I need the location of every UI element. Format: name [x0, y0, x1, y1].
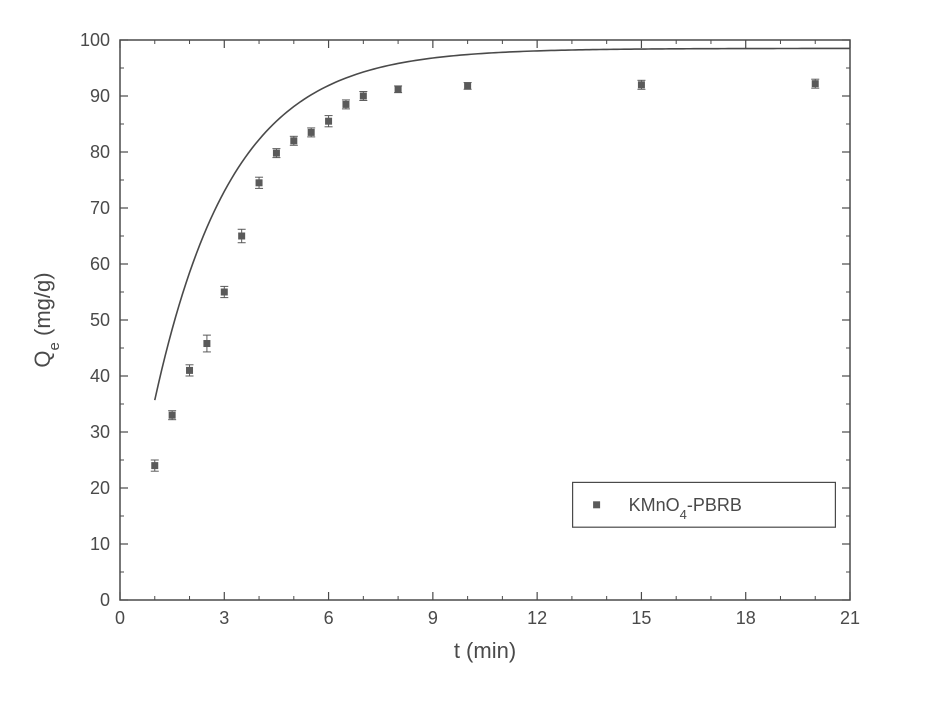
data-point — [325, 118, 332, 125]
data-point — [273, 150, 280, 157]
x-axis-label: t (min) — [454, 638, 516, 663]
svg-text:0: 0 — [115, 608, 125, 628]
chart-container: 0 3 6 9 12 15 18 21 0 10 20 30 40 50 60 70 80 90 100 t (min… — [0, 0, 926, 720]
svg-text:40: 40 — [90, 366, 110, 386]
data-point — [256, 179, 263, 186]
data-point — [360, 93, 367, 100]
svg-text:80: 80 — [90, 142, 110, 162]
data-point — [221, 289, 228, 296]
svg-text:21: 21 — [840, 608, 860, 628]
scatter-chart: 0 3 6 9 12 15 18 21 0 10 20 30 40 50 60 70 80 90 100 t (min… — [0, 0, 926, 720]
svg-text:18: 18 — [736, 608, 756, 628]
data-point — [151, 462, 158, 469]
data-point — [203, 340, 210, 347]
data-point — [290, 137, 297, 144]
data-point — [812, 80, 819, 87]
svg-text:0: 0 — [100, 590, 110, 610]
data-point — [638, 81, 645, 88]
svg-text:20: 20 — [90, 478, 110, 498]
data-point — [464, 82, 471, 89]
svg-text:60: 60 — [90, 254, 110, 274]
data-point — [169, 412, 176, 419]
svg-text:100: 100 — [80, 30, 110, 50]
svg-text:15: 15 — [631, 608, 651, 628]
data-point — [238, 233, 245, 240]
data-point — [186, 367, 193, 374]
data-point — [308, 129, 315, 136]
svg-text:9: 9 — [428, 608, 438, 628]
svg-text:10: 10 — [90, 534, 110, 554]
legend-marker — [593, 501, 600, 508]
svg-text:12: 12 — [527, 608, 547, 628]
data-point — [342, 101, 349, 108]
svg-text:6: 6 — [324, 608, 334, 628]
svg-text:3: 3 — [219, 608, 229, 628]
data-point — [395, 86, 402, 93]
svg-text:50: 50 — [90, 310, 110, 330]
svg-text:90: 90 — [90, 86, 110, 106]
svg-text:70: 70 — [90, 198, 110, 218]
svg-text:30: 30 — [90, 422, 110, 442]
